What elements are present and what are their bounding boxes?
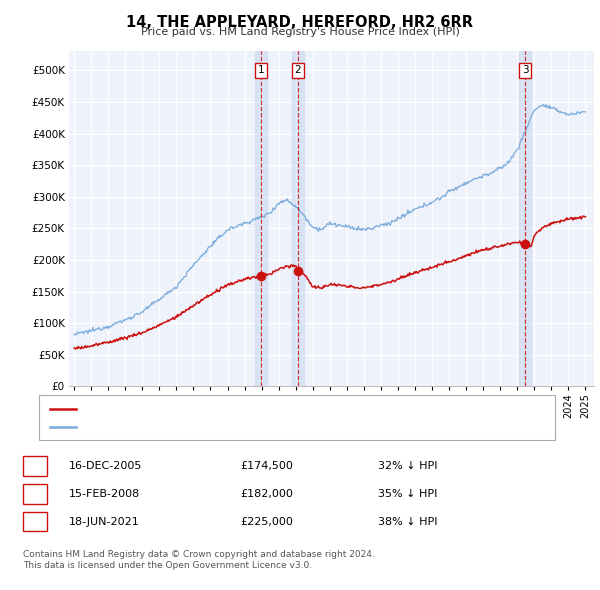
Text: 2: 2 bbox=[295, 65, 301, 76]
Text: 1: 1 bbox=[31, 461, 38, 471]
Bar bbox=[519, 51, 531, 386]
Text: £174,500: £174,500 bbox=[240, 461, 293, 471]
Text: Price paid vs. HM Land Registry's House Price Index (HPI): Price paid vs. HM Land Registry's House … bbox=[140, 27, 460, 37]
Text: 15-FEB-2008: 15-FEB-2008 bbox=[69, 489, 140, 499]
Text: 16-DEC-2005: 16-DEC-2005 bbox=[69, 461, 142, 471]
Text: 3: 3 bbox=[522, 65, 529, 76]
Text: 38% ↓ HPI: 38% ↓ HPI bbox=[378, 517, 437, 526]
Text: 1: 1 bbox=[257, 65, 264, 76]
Text: £182,000: £182,000 bbox=[240, 489, 293, 499]
Text: 2: 2 bbox=[31, 489, 38, 499]
Text: £225,000: £225,000 bbox=[240, 517, 293, 526]
Text: 3: 3 bbox=[31, 517, 38, 526]
Text: 18-JUN-2021: 18-JUN-2021 bbox=[69, 517, 140, 526]
Text: 14, THE APPLEYARD, HEREFORD, HR2 6RR: 14, THE APPLEYARD, HEREFORD, HR2 6RR bbox=[127, 15, 473, 30]
Text: 32% ↓ HPI: 32% ↓ HPI bbox=[378, 461, 437, 471]
Bar bbox=[255, 51, 267, 386]
Text: 35% ↓ HPI: 35% ↓ HPI bbox=[378, 489, 437, 499]
Text: HPI: Average price, detached house, Herefordshire: HPI: Average price, detached house, Here… bbox=[83, 422, 347, 432]
Bar bbox=[292, 51, 304, 386]
Text: Contains HM Land Registry data © Crown copyright and database right 2024.
This d: Contains HM Land Registry data © Crown c… bbox=[23, 550, 374, 570]
Text: 14, THE APPLEYARD, HEREFORD, HR2 6RR (detached house): 14, THE APPLEYARD, HEREFORD, HR2 6RR (de… bbox=[83, 404, 398, 414]
